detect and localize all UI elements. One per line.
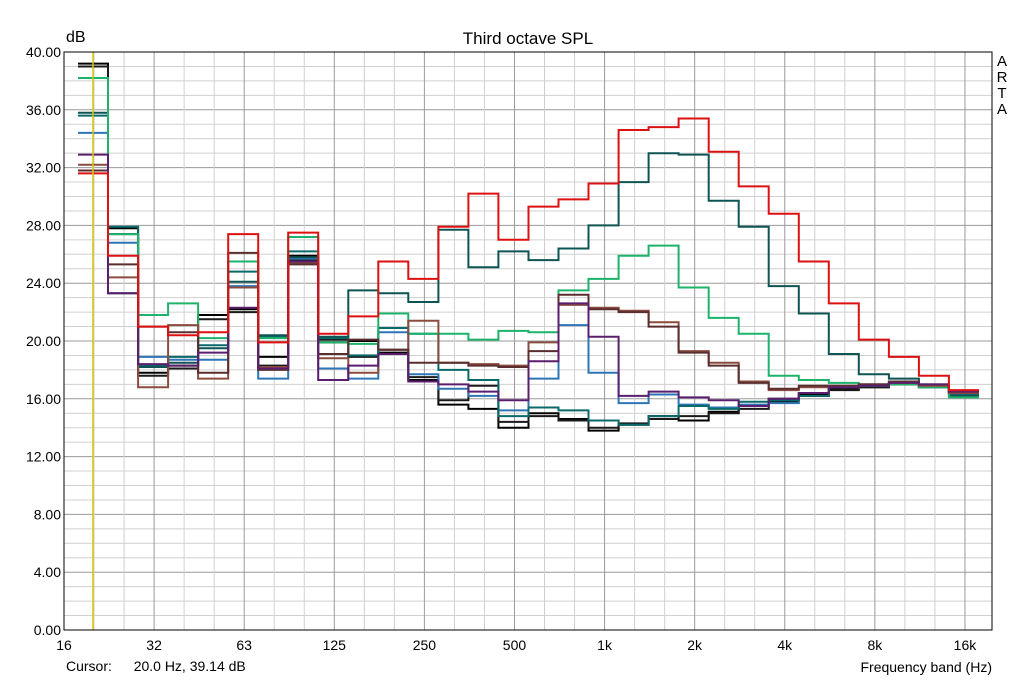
y-tick-label: 24.00 — [26, 275, 61, 291]
y-tick-label: 8.00 — [34, 506, 61, 522]
series-line — [78, 169, 979, 393]
cursor-readout: Cursor: 20.0 Hz, 39.14 dB — [66, 658, 246, 674]
chart-title: Third octave SPL — [463, 29, 593, 48]
x-tick-label: 1k — [597, 637, 613, 653]
x-tick-label: 4k — [777, 637, 793, 653]
y-tick-label: 16.00 — [26, 391, 61, 407]
chart-grid — [63, 51, 992, 631]
y-tick-label: 32.00 — [26, 160, 61, 176]
x-tick-label: 16k — [954, 637, 978, 653]
x-tick-label: 500 — [503, 637, 527, 653]
series-line — [78, 117, 979, 392]
brand-letter: A — [997, 53, 1007, 70]
chart-series — [78, 62, 979, 432]
y-tick-label: 40.00 — [26, 44, 61, 60]
x-tick-label: 8k — [867, 637, 883, 653]
y-tick-label: 20.00 — [26, 333, 61, 349]
brand-letter: T — [997, 85, 1006, 102]
x-axis-label: Frequency band (Hz) — [860, 659, 992, 675]
y-axis-label: dB — [66, 29, 86, 46]
cursor-label: Cursor: — [66, 658, 112, 674]
plot-frame — [63, 51, 993, 631]
brand-letter: R — [997, 69, 1008, 86]
x-tick-label: 125 — [323, 637, 347, 653]
y-tick-label: 12.00 — [26, 449, 61, 465]
y-tick-labels: 0.00 4.00 8.00 12.00 16.00 20.00 24.00 28.00 32.… — [26, 44, 61, 638]
brand-letter: A — [997, 101, 1007, 118]
series-line — [78, 153, 979, 407]
x-tick-label: 250 — [413, 637, 437, 653]
x-tick-label: 2k — [687, 637, 703, 653]
y-tick-label: 0.00 — [34, 622, 61, 638]
cursor-value: 20.0 Hz, 39.14 dB — [133, 658, 246, 674]
y-tick-label: 4.00 — [34, 564, 61, 580]
x-tick-label: 16 — [56, 637, 72, 653]
x-tick-labels: 16 32 63 125 250 500 1k 2k 4k 8k 16k — [56, 637, 977, 653]
x-tick-label: 63 — [236, 637, 252, 653]
y-tick-label: 28.00 — [26, 217, 61, 233]
y-tick-label: 36.00 — [26, 102, 61, 118]
x-tick-label: 32 — [146, 637, 162, 653]
